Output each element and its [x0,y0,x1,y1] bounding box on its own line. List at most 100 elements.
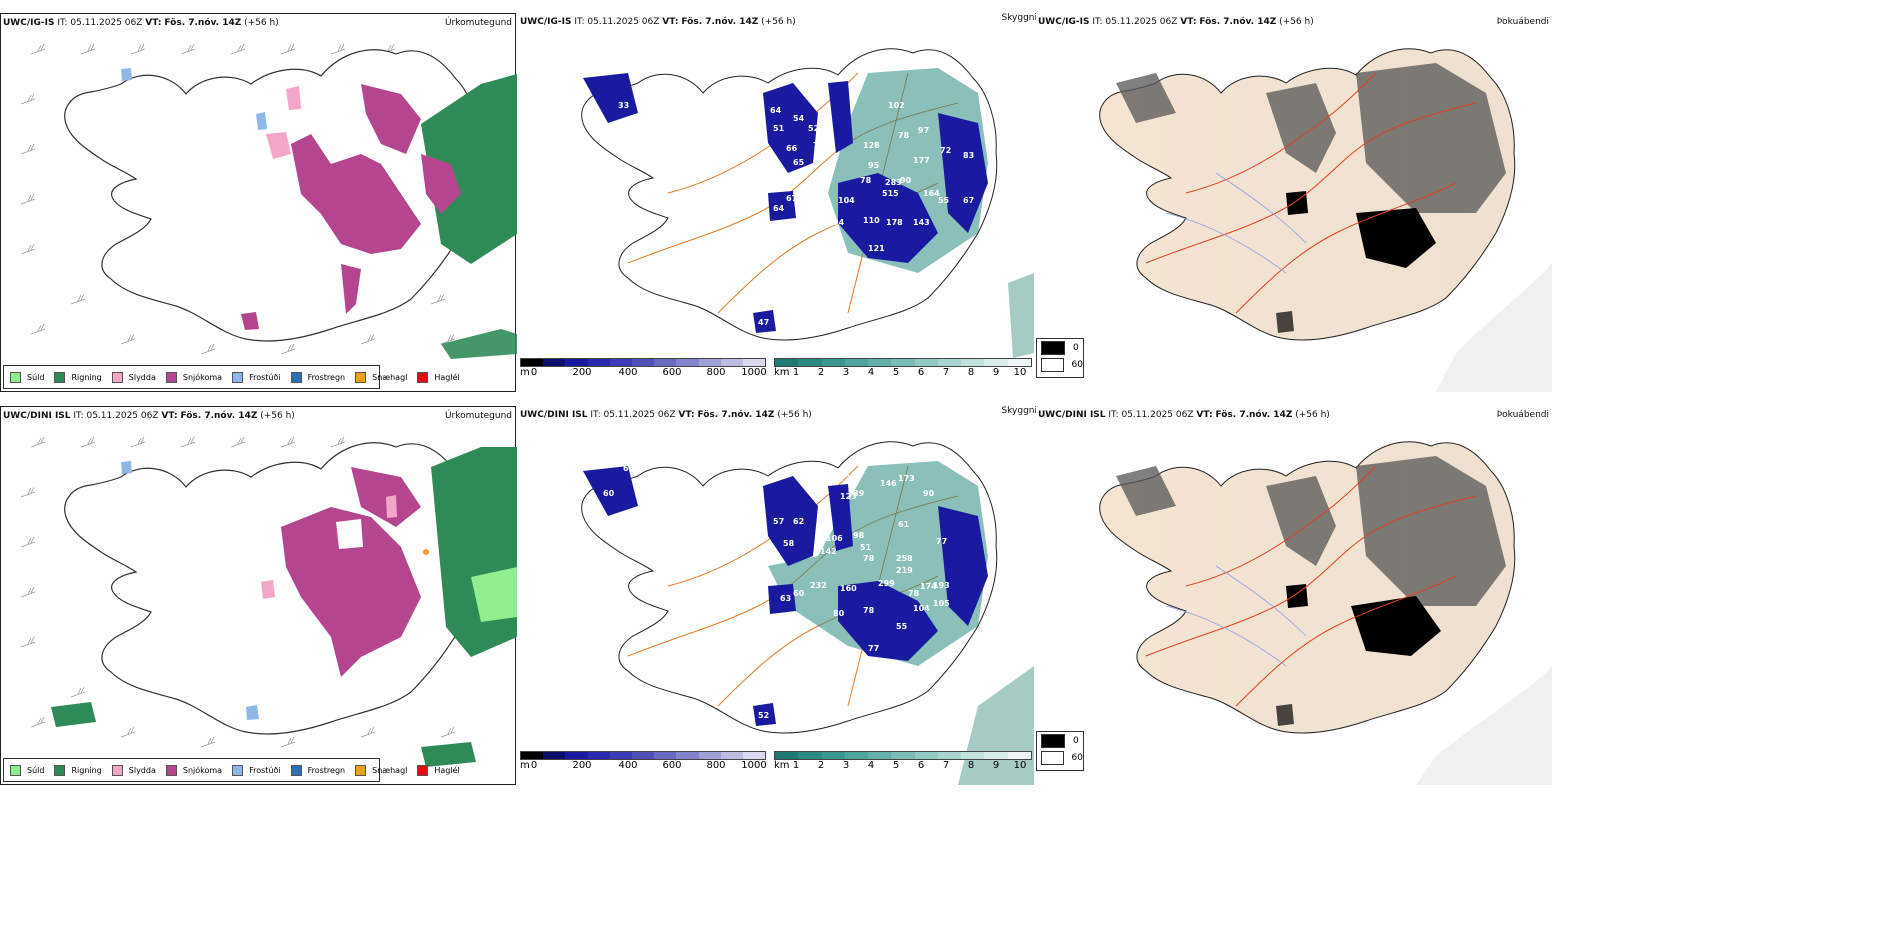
valid-label: VT: [161,411,178,421]
colorbar-tick: 6 [917,367,925,378]
lead-time: (+56 h) [1279,17,1314,27]
fog-shading [1116,63,1506,213]
legend-item: Snjókoma [165,764,223,776]
ceiling-value: 515 [882,189,899,198]
ceiling-value: 121 [868,244,885,253]
colorbar-unit: km [774,367,790,378]
ceiling-value: 70 [813,141,825,150]
visibility-panel: 60 63 57 62 58 72 89 123 146 173 61 90 7… [518,406,1037,785]
ceiling-value: 142 [820,547,837,556]
visibility-colorbar: km 1 2 3 4 5 6 7 8 9 10 [774,358,1032,378]
colorbar-unit: m [520,367,530,378]
legend-label: Snjókoma [182,765,223,775]
legend-swatch [10,764,21,776]
precip-type-map [20,43,517,359]
rivers [1165,565,1307,667]
init-label: IT: [590,410,601,420]
colorbar-tick: 7 [942,760,950,771]
precip-type-map [20,436,517,767]
model-name: UWC/IG-IS [1038,17,1090,27]
colorbar-tick: 10 [1013,760,1027,771]
lead-time: (+56 h) [761,17,796,27]
ceiling-value: 104 [913,604,930,613]
colorbar-tick: 4 [867,760,875,771]
ceiling-value: 83 [963,151,974,160]
ceiling-value: 164 [923,189,940,198]
ceiling-value: 57 [773,517,784,526]
visibility-map: 64 51 54 52 66 65 70 80 102 97 78 128 95… [581,48,1034,358]
ceiling-value: 106 [826,534,843,543]
ceiling-value: 146 [880,479,897,488]
colorbar-tick: 0 [530,760,538,771]
ceiling-value: 65 [793,158,805,167]
panel-title: Úrkomutegund [444,411,512,421]
cloud-base-area [583,466,988,726]
init-label: IT: [574,17,585,27]
cloud-base-area [583,73,988,333]
valid-time: Fös. 7.nóv. 14Z [681,17,759,27]
ceiling-value: 72 [840,474,851,483]
snow-area [241,84,461,330]
colorbar-tick: 200 [572,367,592,378]
fog-panel: UWC/DINI ISL IT: 05.11.2025 06Z VT: Fös.… [1036,406,1552,785]
precip-legend: Súld Rigning Slydda Snjókoma Frostúði Fr… [3,758,460,782]
legend-item: Haglél [417,371,460,383]
ceiling-value: 80 [833,609,845,618]
ceiling-value: 173 [898,474,915,483]
roads [1145,465,1477,707]
legend-label: 60 [1071,752,1083,763]
init-label: IT: [1108,410,1119,420]
ceiling-value: 110 [863,216,880,225]
colorbar-tick: 8 [967,367,975,378]
ceiling-value: 64 [770,106,782,115]
ceiling-value: 63 [623,464,634,473]
legend-label: Frostregn [307,765,346,775]
legend-item: Snæhagl [355,764,408,776]
valid-label: VT: [145,18,162,28]
colorbar-tick: 1 [792,760,800,771]
ceiling-value: 52 [758,711,769,720]
valid-label: VT: [1196,410,1213,420]
ceiling-value: 98 [853,531,865,540]
legend-item: Slydda [111,764,156,776]
init-time: 05.11.2025 06Z [70,18,143,28]
colorbar-tick: 9 [992,367,1000,378]
precip-type-panel: UWC/DINI ISL IT: 05.11.2025 06Z VT: Fös.… [0,406,517,785]
colorbar-tick: 10 [1013,367,1027,378]
ceiling-value: 102 [888,101,905,110]
valid-time: Fös. 7.nóv. 14Z [180,411,258,421]
ceiling-colorbar: m 0 200 400 600 800 1000 [520,358,767,378]
fog-map [1099,48,1552,392]
ceiling-value: 299 [878,579,895,588]
init-label: IT: [57,18,68,28]
legend-swatch [165,371,177,383]
valid-label: VT: [1180,17,1197,27]
ceiling-value: 78 [863,554,875,563]
ceiling-value: 62 [793,517,804,526]
lead-time: (+56 h) [777,410,812,420]
legend-item: Haglél [417,764,460,776]
legend-swatch [417,371,429,383]
colorbar-tick: 8 [967,760,975,771]
legend-label: Snæhagl [372,765,408,775]
lead-time: (+56 h) [1295,410,1330,420]
ceiling-value: 55 [938,196,950,205]
legend-item: 0 [1041,339,1083,356]
panel-title: Skyggni [1001,13,1037,23]
ceiling-value: 143 [913,218,930,227]
colorbar-tick: 400 [618,367,638,378]
legend-item: Rigning [54,371,102,383]
ceiling-value: 123 [840,492,857,501]
model-name: UWC/IG-IS [520,17,572,27]
ceiling-value: 78 [908,589,920,598]
colorbar-tick: 5 [892,367,900,378]
fog-legend: 0 60 [1036,338,1084,378]
colorbar-unit: km [774,760,790,771]
legend-swatch [1041,750,1064,765]
valid-label: VT: [678,410,695,420]
model-name: UWC/DINI ISL [3,411,71,421]
legend-item: Súld [10,764,44,776]
ceiling-value-labels: 64 51 54 52 66 65 70 80 102 97 78 128 95… [618,86,974,327]
ceiling-value: 90 [923,489,935,498]
legend-swatch [1041,340,1065,355]
